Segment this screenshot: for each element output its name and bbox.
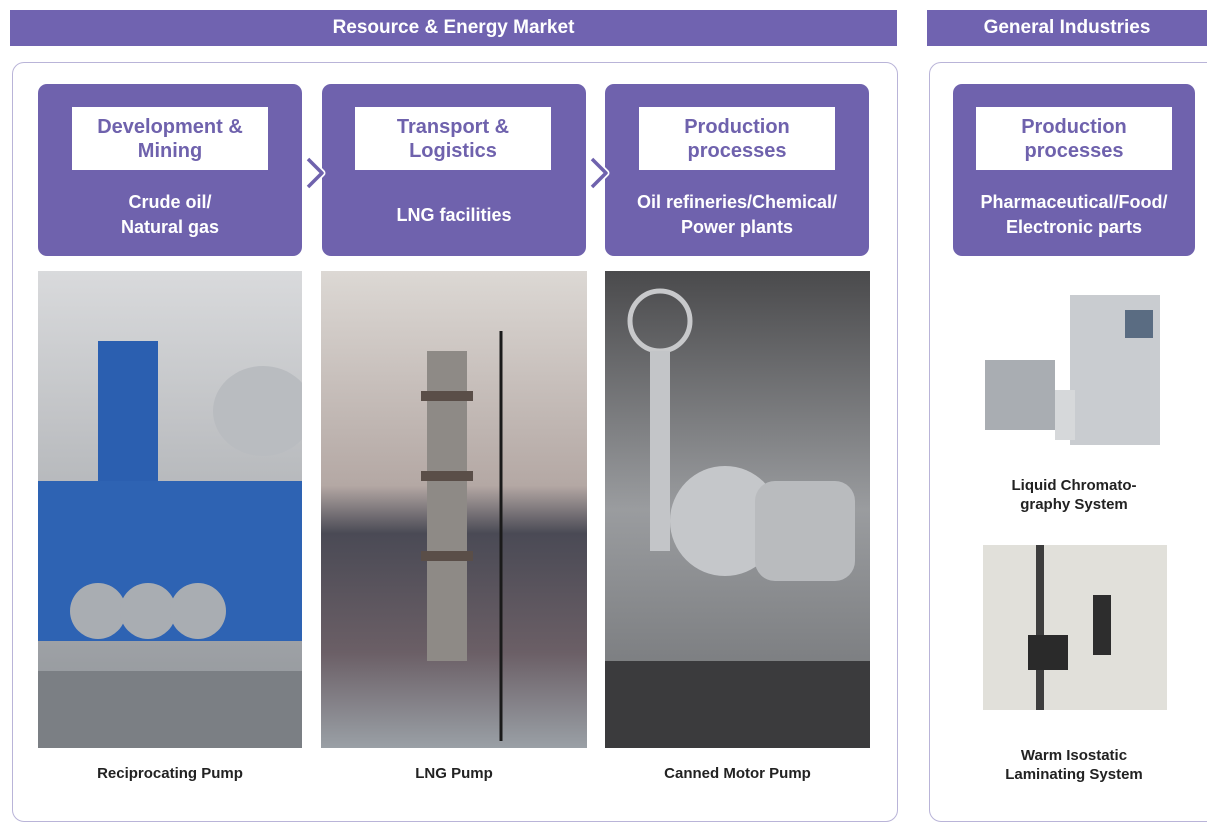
stage-heading: Production processes (639, 107, 835, 170)
flow-arrow (300, 155, 336, 191)
product-caption: Warm Isostatic Laminating System (953, 746, 1195, 784)
product-caption: Liquid Chromato- graphy System (953, 476, 1195, 514)
product-photo (321, 271, 587, 748)
section-title: Resource & Energy Market (10, 10, 897, 46)
product-photo (978, 540, 1172, 715)
stage-heading: Development & Mining (72, 107, 268, 170)
product-photo (975, 290, 1175, 460)
product-caption: Reciprocating Pump (38, 764, 302, 783)
stage-label: Oil refineries/Chemical/ Power plants (605, 180, 869, 250)
flow-arrow (584, 155, 620, 191)
page: Resource & Energy Market General Industr… (0, 0, 1207, 800)
product-photo (38, 271, 302, 748)
stage-heading: Production processes (976, 107, 1172, 170)
stage-label: Crude oil/ Natural gas (38, 180, 302, 250)
product-caption: Canned Motor Pump (605, 764, 870, 783)
stage-label: LNG facilities (322, 180, 586, 250)
product-photo (605, 271, 870, 748)
stage-heading: Transport & Logistics (355, 107, 551, 170)
stage-label: Pharmaceutical/Food/ Electronic parts (953, 180, 1195, 250)
product-caption: LNG Pump (321, 764, 587, 783)
section-title: General Industries (927, 10, 1207, 46)
